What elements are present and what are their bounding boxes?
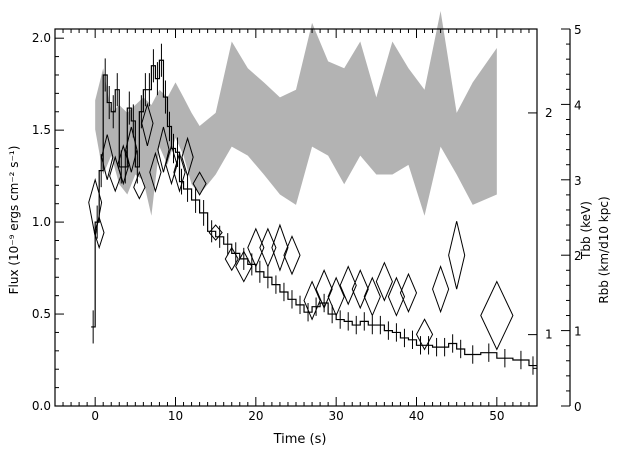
rbb-diamond — [192, 171, 207, 196]
tbb-tick-label: 1 — [545, 328, 553, 342]
rbb-diamond — [259, 227, 277, 268]
rbb-diamond — [283, 235, 301, 276]
x-tick-label: 30 — [329, 409, 344, 423]
rbb-tick-label: 4 — [574, 98, 582, 112]
rbb-diamond — [315, 269, 333, 310]
flux-histogram-line — [91, 59, 537, 367]
tbb-band — [95, 11, 497, 216]
rbb-diamond — [133, 170, 146, 200]
rbb-diamond — [181, 136, 194, 178]
flux-tick-label: 2.0 — [32, 31, 51, 45]
rbb-diamond — [339, 265, 357, 306]
flux-tick-label: 0.5 — [32, 307, 51, 321]
flux-histogram-layer — [91, 43, 537, 375]
flux-tick-label: 1.5 — [32, 123, 51, 137]
rbb-diamond — [327, 276, 345, 317]
rbb-diamond-layer — [88, 102, 514, 351]
rbb-diamond — [375, 261, 393, 302]
rbb-tick-label: 5 — [574, 23, 582, 37]
x-tick-label: 0 — [91, 409, 99, 423]
flux-tick-label: 1.0 — [32, 215, 51, 229]
rbb-diamond — [363, 276, 381, 317]
rbb-diamond — [125, 126, 138, 173]
rbb-diamond — [157, 126, 170, 173]
x-tick-label: 40 — [409, 409, 424, 423]
y-axis-label-right-tbb: Tbb (keV) — [579, 201, 593, 260]
rbb-diamond — [303, 280, 321, 321]
labels-layer: Time (s) Flux (10⁻⁹ ergs cm⁻² s⁻¹) Tbb (… — [7, 146, 611, 447]
rbb-diamond — [271, 223, 289, 272]
rbb-diamond — [247, 227, 265, 268]
rbb-diamond — [101, 134, 114, 180]
rbb-diamond — [399, 272, 418, 314]
x-axis-label: Time (s) — [273, 432, 327, 447]
rbb-diamond — [224, 246, 239, 272]
rbb-diamond — [415, 318, 434, 351]
rbb-diamond — [448, 221, 466, 290]
rbb-tick-label: 1 — [574, 325, 582, 339]
rbb-diamond — [351, 269, 369, 310]
rbb-diamond — [235, 250, 253, 283]
rbb-diamond — [141, 102, 154, 146]
y-axis-label-right-rbb: Rbb (km/d10 kpc) — [597, 196, 611, 303]
x-tick-label: 10 — [168, 409, 183, 423]
rbb-diamond — [432, 265, 450, 314]
rbb-diamond — [149, 151, 162, 193]
rbb-diamond — [165, 144, 178, 186]
rbb-diamond — [173, 151, 186, 193]
rbb-tick-label: 0 — [574, 400, 582, 414]
rbb-diamond — [93, 215, 105, 250]
x-tick-label: 50 — [489, 409, 504, 423]
tbb-band-layer — [95, 11, 497, 216]
tbb-tick-label: 2 — [545, 106, 553, 120]
rbb-tick-label: 2 — [574, 249, 582, 263]
flux-tick-label: 0.0 — [32, 399, 51, 413]
y-axis-label-left: Flux (10⁻⁹ ergs cm⁻² s⁻¹) — [7, 146, 21, 295]
rbb-diamond — [208, 224, 223, 241]
x-tick-label: 20 — [248, 409, 263, 423]
rbb-diamond — [480, 280, 514, 351]
rbb-tick-label: 3 — [574, 174, 582, 188]
rbb-diamond — [117, 144, 130, 186]
